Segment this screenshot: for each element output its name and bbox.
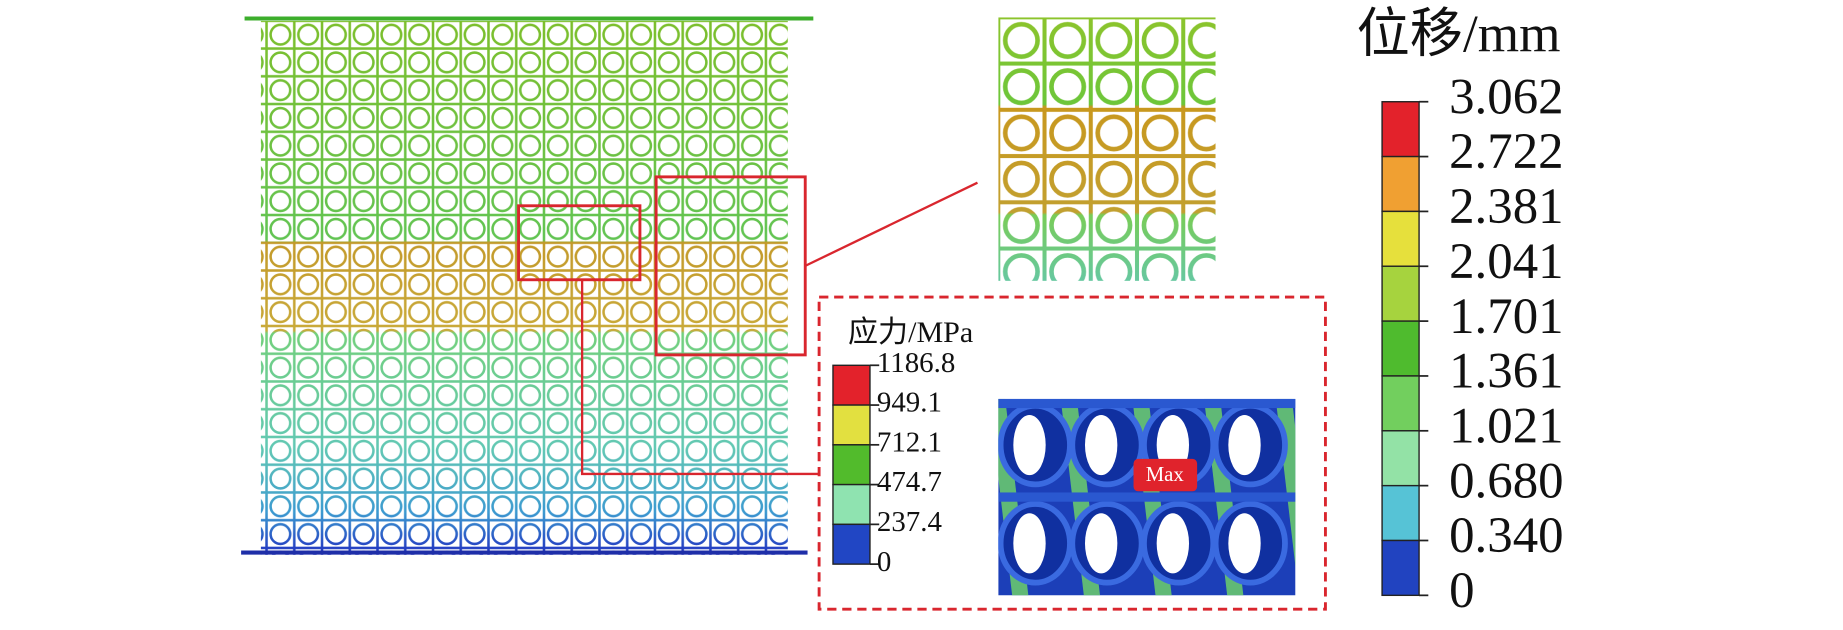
legend-band — [832, 483, 871, 526]
legend-band — [1381, 265, 1420, 322]
legend-band — [1381, 484, 1420, 542]
legend-label: 237.4 — [877, 506, 942, 538]
content: Max 应力/MPa 位移/mm 1186.8 949.1 712.1 474.7 23… — [241, 5, 1564, 619]
legend-label: 712.1 — [877, 426, 942, 458]
max-marker — [1133, 458, 1198, 492]
legend-band — [1381, 210, 1420, 267]
hole — [1013, 513, 1046, 574]
legend-band — [832, 523, 871, 565]
legend-label: 1.361 — [1449, 344, 1563, 400]
leader-line — [580, 279, 820, 476]
legend-label: 1.021 — [1449, 398, 1563, 454]
hole — [1013, 415, 1046, 476]
legend-band — [1381, 430, 1420, 487]
legend-title: 应力/MPa — [848, 315, 973, 349]
legend-band — [1381, 101, 1420, 158]
legend-label: 0.340 — [1449, 508, 1563, 564]
legend-label: 1.701 — [1449, 289, 1563, 345]
hole — [1084, 513, 1118, 574]
legend-label: 3.062 — [1449, 69, 1563, 125]
stress-view — [998, 398, 1296, 596]
legend-label: 2.041 — [1449, 234, 1563, 290]
max-label: Max — [1146, 463, 1185, 486]
legend-band — [1381, 155, 1420, 213]
zoom-view — [998, 17, 1216, 281]
legend-label: 949.1 — [877, 387, 942, 419]
lattice-model — [260, 20, 788, 555]
highlight-box — [517, 204, 642, 282]
hole — [1156, 513, 1190, 574]
legend-label: 0 — [877, 546, 891, 578]
leader-line — [804, 181, 978, 267]
legend-band — [1381, 539, 1420, 597]
legend-label: 2.381 — [1449, 179, 1563, 235]
legend-label: 1186.8 — [877, 347, 955, 379]
legend-band — [832, 364, 871, 406]
legend-label: 0 — [1449, 563, 1474, 619]
hole — [1228, 415, 1261, 476]
stress-panel — [817, 295, 1327, 611]
legend-band — [1381, 375, 1420, 432]
legend-band — [832, 404, 871, 446]
legend-label: 474.7 — [877, 466, 942, 498]
legend-band — [832, 444, 871, 486]
legend-label: 0.680 — [1449, 453, 1563, 509]
hole — [1084, 415, 1118, 476]
beam — [998, 492, 1296, 502]
legend-band — [1381, 320, 1420, 377]
legend-title: 位移/mm — [1357, 5, 1561, 64]
beam — [998, 398, 1296, 409]
legend-label: 2.722 — [1449, 124, 1563, 180]
hole — [1228, 513, 1261, 574]
